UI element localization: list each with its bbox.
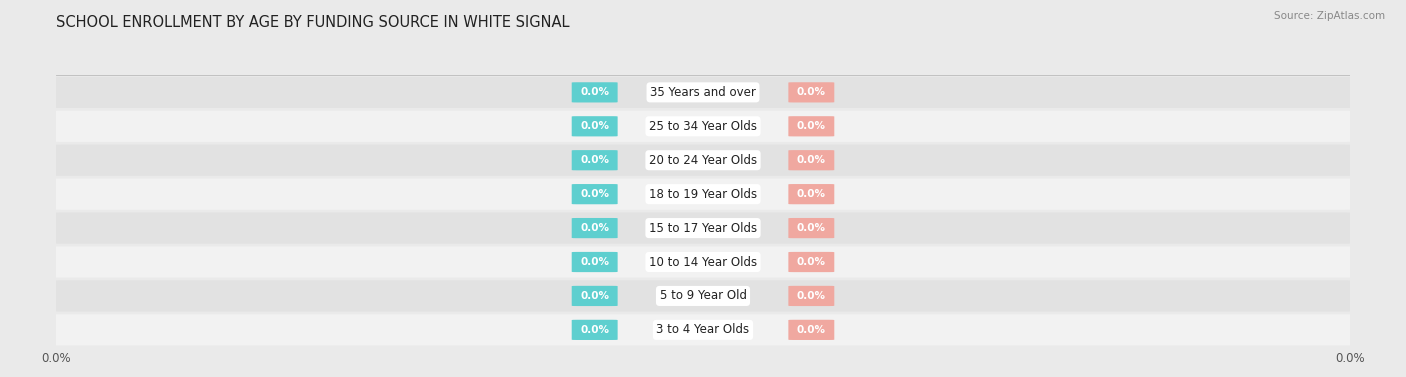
FancyBboxPatch shape — [572, 218, 617, 238]
FancyBboxPatch shape — [789, 82, 834, 103]
FancyBboxPatch shape — [572, 150, 617, 170]
FancyBboxPatch shape — [572, 252, 617, 272]
FancyBboxPatch shape — [49, 314, 1357, 345]
Text: 0.0%: 0.0% — [797, 121, 825, 131]
Text: 0.0%: 0.0% — [581, 291, 609, 301]
FancyBboxPatch shape — [789, 116, 834, 136]
Text: 0.0%: 0.0% — [797, 155, 825, 165]
FancyBboxPatch shape — [572, 286, 617, 306]
Text: 18 to 19 Year Olds: 18 to 19 Year Olds — [650, 188, 756, 201]
Text: 15 to 17 Year Olds: 15 to 17 Year Olds — [650, 222, 756, 234]
Text: 0.0%: 0.0% — [797, 257, 825, 267]
Text: 0.0%: 0.0% — [581, 257, 609, 267]
Text: 0.0%: 0.0% — [581, 155, 609, 165]
FancyBboxPatch shape — [572, 82, 617, 103]
FancyBboxPatch shape — [572, 184, 617, 204]
Text: 10 to 14 Year Olds: 10 to 14 Year Olds — [650, 256, 756, 268]
Text: 35 Years and over: 35 Years and over — [650, 86, 756, 99]
FancyBboxPatch shape — [49, 145, 1357, 176]
Text: 0.0%: 0.0% — [581, 325, 609, 335]
FancyBboxPatch shape — [572, 116, 617, 136]
FancyBboxPatch shape — [49, 77, 1357, 108]
FancyBboxPatch shape — [789, 320, 834, 340]
Text: 0.0%: 0.0% — [797, 223, 825, 233]
Text: 0.0%: 0.0% — [581, 223, 609, 233]
Text: Source: ZipAtlas.com: Source: ZipAtlas.com — [1274, 11, 1385, 21]
FancyBboxPatch shape — [49, 247, 1357, 277]
Text: 3 to 4 Year Olds: 3 to 4 Year Olds — [657, 323, 749, 336]
FancyBboxPatch shape — [789, 184, 834, 204]
FancyBboxPatch shape — [49, 213, 1357, 244]
Text: 0.0%: 0.0% — [581, 121, 609, 131]
FancyBboxPatch shape — [572, 320, 617, 340]
FancyBboxPatch shape — [789, 252, 834, 272]
Text: 0.0%: 0.0% — [797, 189, 825, 199]
Text: 0.0%: 0.0% — [581, 87, 609, 97]
FancyBboxPatch shape — [49, 111, 1357, 142]
FancyBboxPatch shape — [789, 150, 834, 170]
Text: 0.0%: 0.0% — [797, 325, 825, 335]
Text: 0.0%: 0.0% — [581, 189, 609, 199]
Text: 0.0%: 0.0% — [797, 291, 825, 301]
FancyBboxPatch shape — [49, 179, 1357, 210]
Text: 0.0%: 0.0% — [797, 87, 825, 97]
FancyBboxPatch shape — [789, 218, 834, 238]
FancyBboxPatch shape — [789, 286, 834, 306]
Text: 20 to 24 Year Olds: 20 to 24 Year Olds — [650, 154, 756, 167]
FancyBboxPatch shape — [49, 280, 1357, 311]
Text: 5 to 9 Year Old: 5 to 9 Year Old — [659, 290, 747, 302]
Text: SCHOOL ENROLLMENT BY AGE BY FUNDING SOURCE IN WHITE SIGNAL: SCHOOL ENROLLMENT BY AGE BY FUNDING SOUR… — [56, 15, 569, 30]
Text: 25 to 34 Year Olds: 25 to 34 Year Olds — [650, 120, 756, 133]
